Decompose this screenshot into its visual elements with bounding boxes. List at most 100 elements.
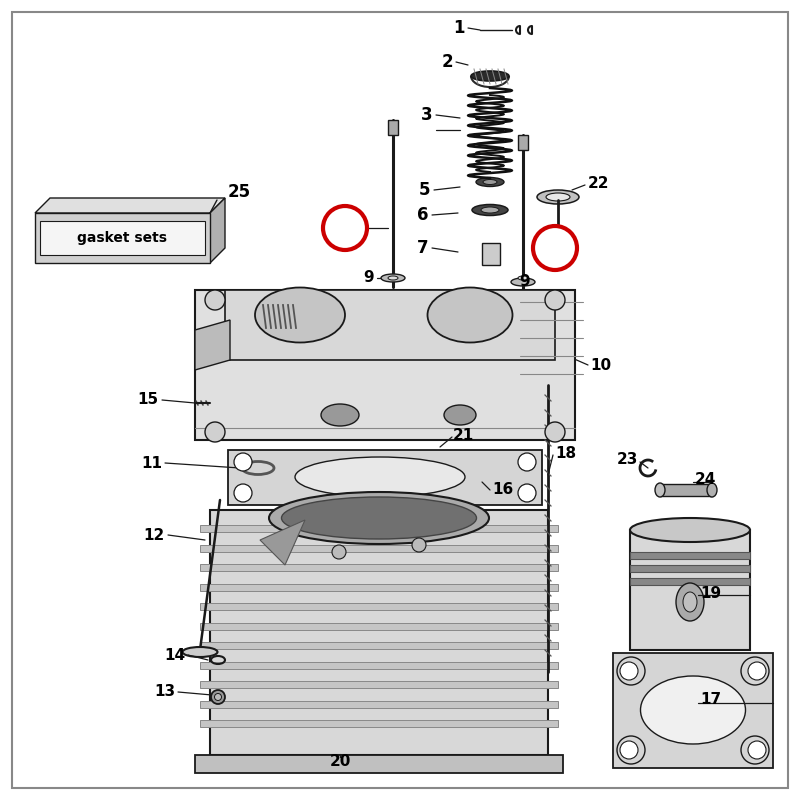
Text: 20: 20 [330,754,350,770]
Circle shape [205,290,225,310]
Ellipse shape [211,690,225,704]
Text: 19: 19 [700,586,721,601]
Polygon shape [630,530,750,650]
Polygon shape [630,578,750,585]
Ellipse shape [655,483,665,497]
Ellipse shape [282,497,477,539]
Ellipse shape [683,592,697,612]
Ellipse shape [481,207,499,213]
Text: 1: 1 [454,19,465,37]
Circle shape [748,662,766,680]
Polygon shape [200,564,558,571]
Polygon shape [200,545,558,551]
Circle shape [545,290,565,310]
Ellipse shape [427,287,513,342]
Circle shape [518,453,536,471]
Ellipse shape [388,276,398,280]
Circle shape [620,662,638,680]
Text: 10: 10 [590,358,611,373]
Bar [482,243,500,265]
Ellipse shape [214,694,222,701]
Circle shape [741,657,769,685]
Bar [40,221,205,255]
Polygon shape [200,662,558,669]
Circle shape [332,545,346,559]
Ellipse shape [630,518,750,542]
Circle shape [323,206,367,250]
Polygon shape [200,584,558,590]
Polygon shape [225,290,555,360]
Bar [518,135,528,150]
Text: gasket sets: gasket sets [77,231,167,245]
Ellipse shape [472,205,508,215]
Polygon shape [200,682,558,688]
Ellipse shape [483,179,497,185]
Text: 5: 5 [418,181,430,199]
Ellipse shape [182,647,218,657]
Ellipse shape [676,583,704,621]
Polygon shape [195,755,563,773]
Polygon shape [200,642,558,650]
Ellipse shape [295,457,465,497]
Text: 9: 9 [363,270,374,286]
Polygon shape [200,622,558,630]
Polygon shape [200,701,558,708]
Text: 17: 17 [700,693,721,707]
Circle shape [741,736,769,764]
Ellipse shape [546,193,570,201]
Text: 6: 6 [417,206,428,224]
Ellipse shape [269,492,489,544]
Text: 8: 8 [548,238,562,258]
Polygon shape [210,198,225,263]
Text: 21: 21 [453,427,474,442]
Bar [35,213,210,263]
Polygon shape [200,721,558,727]
Circle shape [617,657,645,685]
Circle shape [518,484,536,502]
Text: 2: 2 [442,53,453,71]
Polygon shape [630,552,750,559]
Text: 11: 11 [141,455,162,470]
Ellipse shape [476,178,504,186]
Ellipse shape [255,287,345,342]
Circle shape [412,538,426,552]
Circle shape [234,453,252,471]
Text: 12: 12 [144,527,165,542]
Text: 25: 25 [228,183,251,201]
Text: 9: 9 [519,274,530,290]
Text: 16: 16 [492,482,514,498]
Polygon shape [613,653,773,768]
Polygon shape [260,520,305,565]
Polygon shape [195,290,575,440]
Circle shape [620,741,638,759]
Ellipse shape [537,190,579,204]
Polygon shape [630,565,750,572]
Ellipse shape [444,405,476,425]
Ellipse shape [471,71,509,81]
Ellipse shape [381,274,405,282]
Text: 24: 24 [695,473,716,487]
Text: 22: 22 [588,175,610,190]
Text: 8: 8 [338,218,352,238]
Text: 18: 18 [555,446,576,461]
Ellipse shape [321,404,359,426]
Text: 7: 7 [416,239,428,257]
Circle shape [205,422,225,442]
Circle shape [545,422,565,442]
Text: 3: 3 [420,106,432,124]
Ellipse shape [518,276,528,280]
Text: 13: 13 [154,685,175,699]
Bar [388,120,398,135]
Polygon shape [210,510,548,755]
Text: 23: 23 [617,453,638,467]
Ellipse shape [511,278,535,286]
Circle shape [533,226,577,270]
Circle shape [234,484,252,502]
Circle shape [617,736,645,764]
Text: 15: 15 [137,393,158,407]
Polygon shape [200,525,558,532]
Circle shape [748,741,766,759]
Bar [660,484,712,496]
Polygon shape [35,198,225,213]
Text: 14: 14 [164,647,185,662]
